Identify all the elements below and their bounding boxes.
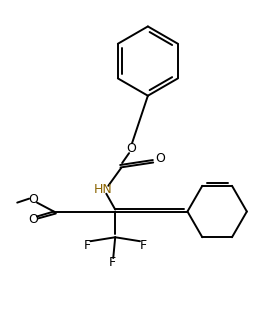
Text: O: O (28, 213, 38, 226)
Text: HN: HN (94, 183, 113, 196)
Text: F: F (109, 257, 116, 269)
Text: O: O (28, 193, 38, 206)
Text: O: O (155, 152, 165, 165)
Text: F: F (84, 239, 91, 252)
Text: O: O (126, 142, 136, 155)
Text: F: F (139, 239, 147, 252)
